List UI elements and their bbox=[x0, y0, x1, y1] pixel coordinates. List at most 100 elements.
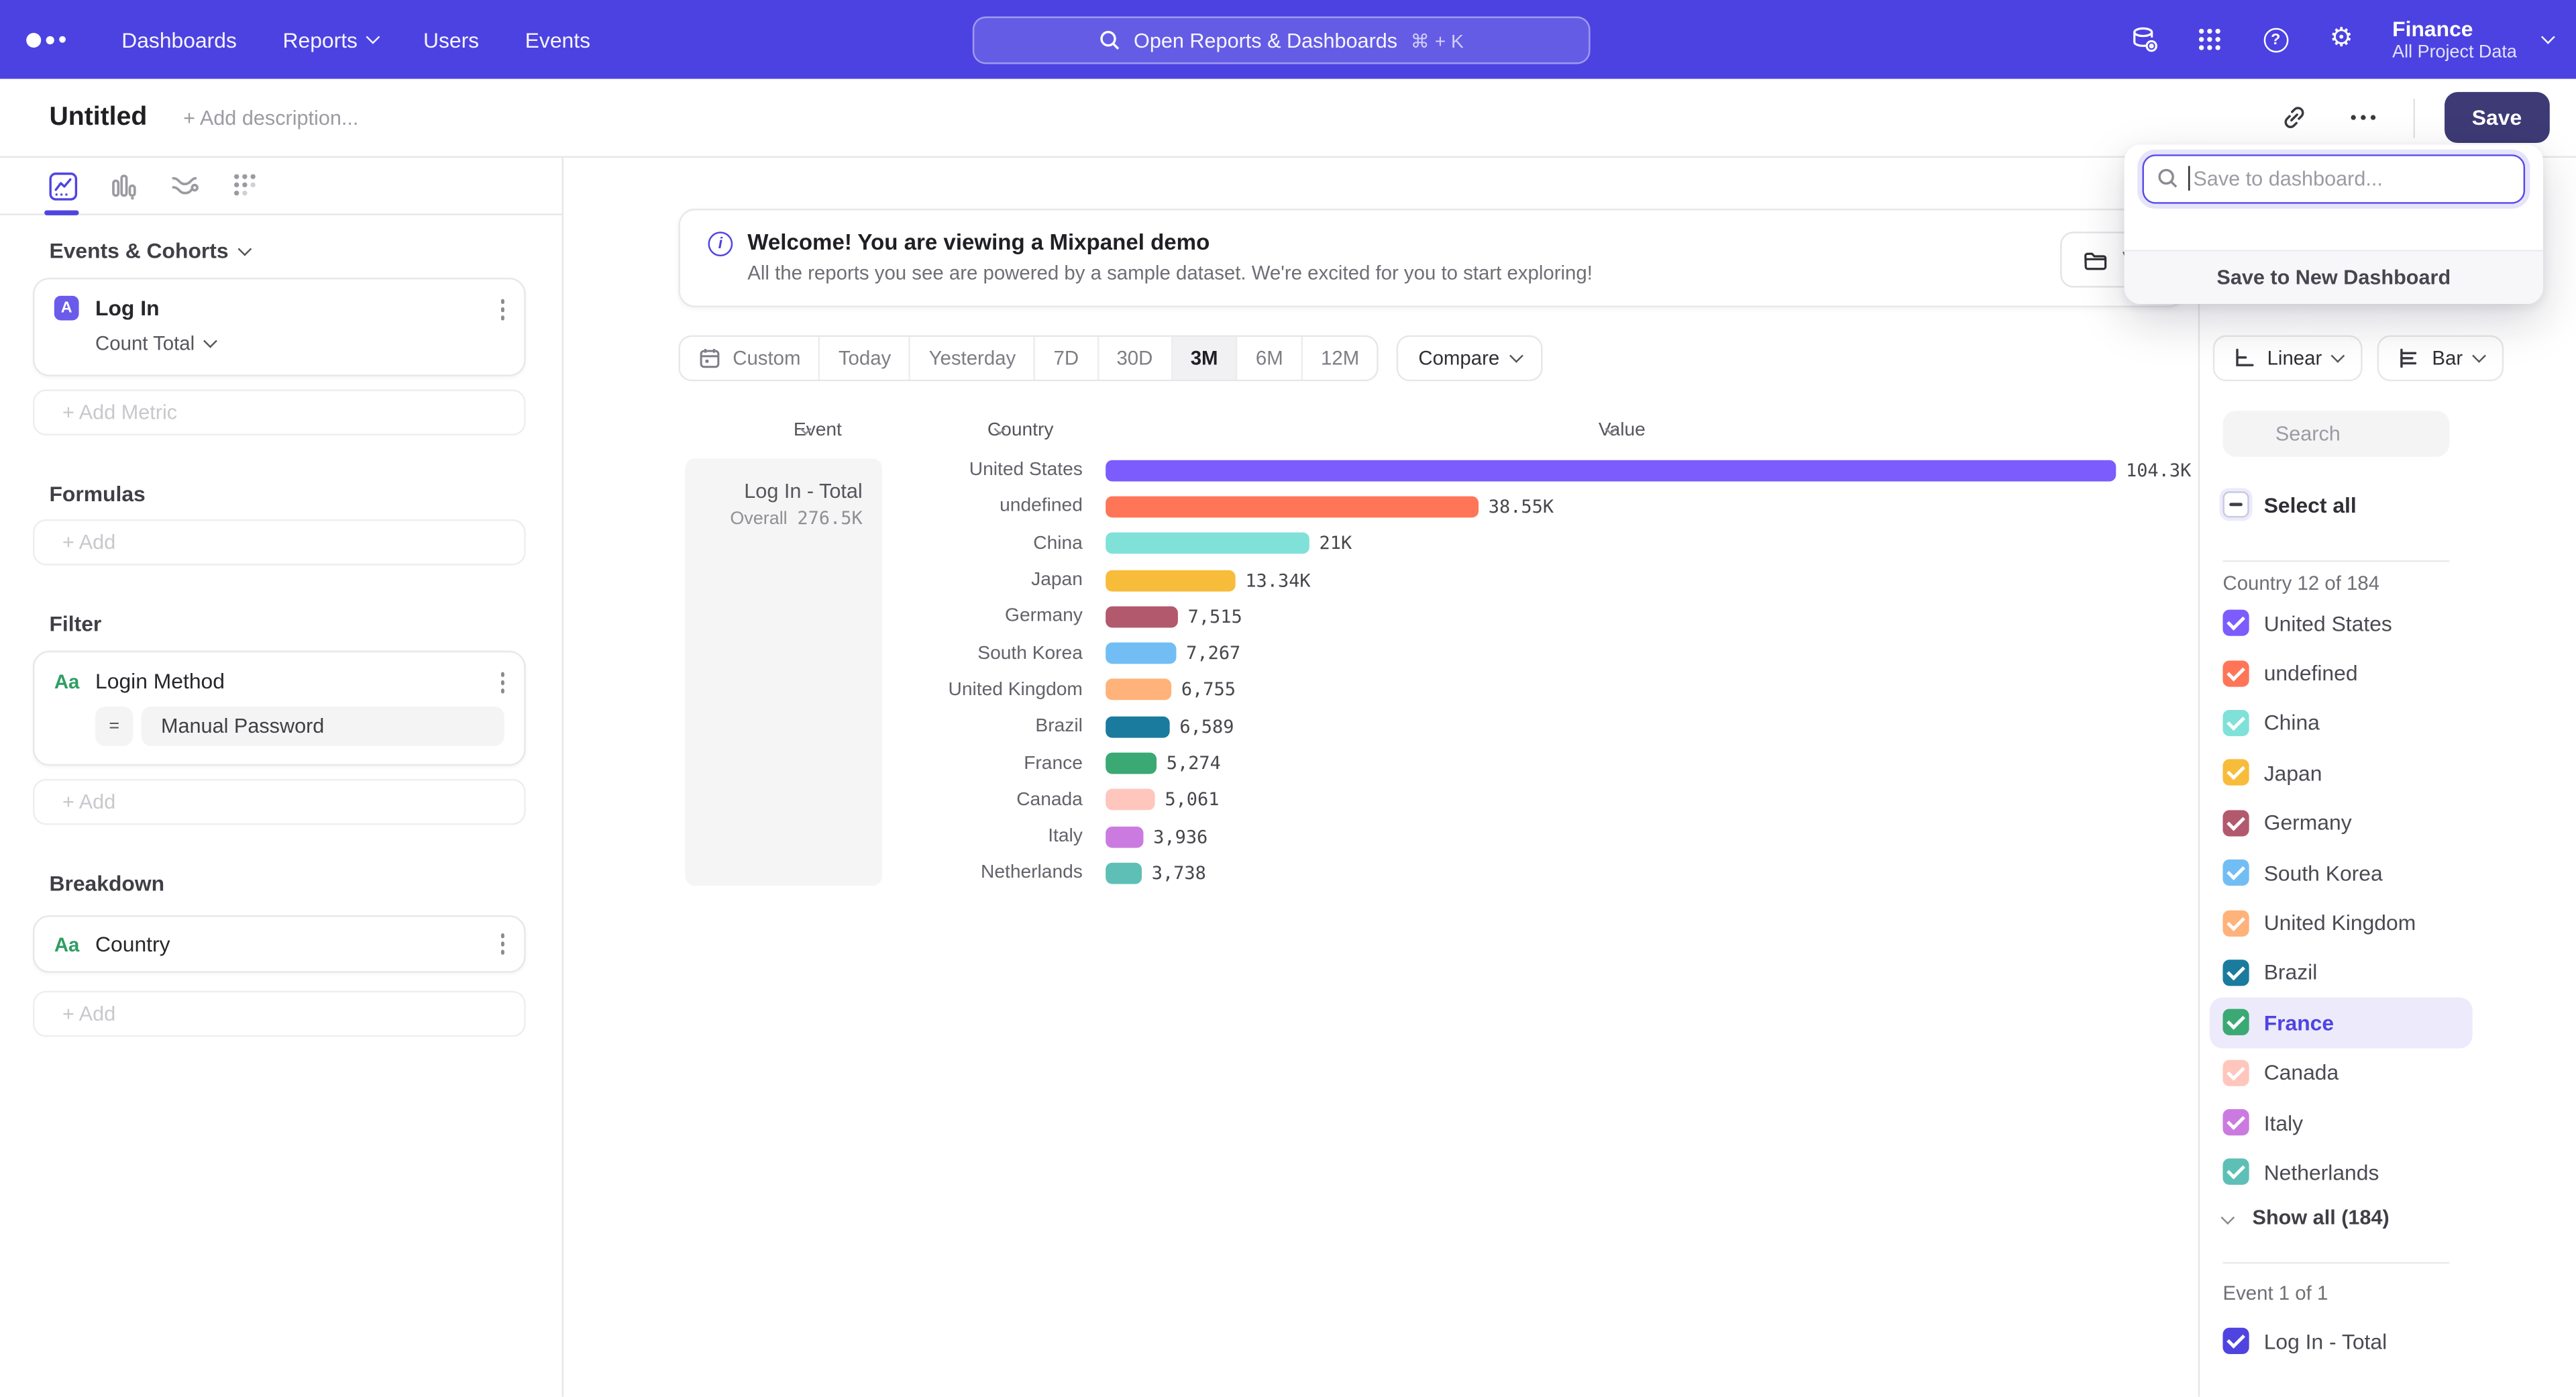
chart-display-controls: Linear Bar bbox=[2200, 335, 2504, 382]
legend-country-south-korea[interactable]: South Korea bbox=[2210, 848, 2473, 898]
metric-kebab-icon[interactable] bbox=[500, 299, 504, 320]
save-dashboard-search-input[interactable] bbox=[2142, 154, 2526, 204]
report-title[interactable]: Untitled bbox=[49, 103, 148, 131]
date-range-12m[interactable]: 12M bbox=[1303, 337, 1377, 380]
date-range-30d[interactable]: 30D bbox=[1099, 337, 1173, 380]
bar-segment[interactable] bbox=[1106, 862, 1142, 884]
add-formula-button[interactable]: + Add bbox=[32, 519, 526, 566]
save-to-new-dashboard-button[interactable]: Save to New Dashboard bbox=[2124, 250, 2544, 305]
date-range-yesterday[interactable]: Yesterday bbox=[911, 337, 1036, 380]
legend-country-japan[interactable]: Japan bbox=[2210, 748, 2473, 798]
filter-card[interactable]: Aa Login Method = Manual Password bbox=[32, 650, 526, 766]
legend-checkbox[interactable] bbox=[2222, 909, 2249, 936]
filter-operator-chip[interactable]: = bbox=[95, 707, 133, 746]
legend-country-italy[interactable]: Italy bbox=[2210, 1098, 2473, 1147]
chevron-down-icon bbox=[2540, 30, 2555, 44]
legend-checkbox[interactable] bbox=[2222, 1009, 2249, 1036]
legend-checkbox[interactable] bbox=[2222, 809, 2249, 836]
event-list-header: Event 1 of 1 bbox=[2222, 1282, 2328, 1305]
apps-grid-icon[interactable] bbox=[2195, 25, 2224, 54]
legend-country-undefined[interactable]: undefined bbox=[2210, 648, 2473, 698]
global-search-button[interactable]: Open Reports & Dashboards ⌘ + K bbox=[972, 16, 1591, 64]
data-management-icon[interactable] bbox=[2129, 25, 2159, 54]
legend-event-log-in---total[interactable]: Log In - Total bbox=[2210, 1316, 2473, 1366]
bar-segment[interactable] bbox=[1106, 752, 1157, 774]
save-button[interactable]: Save bbox=[2444, 92, 2550, 144]
legend-checkbox[interactable] bbox=[2222, 709, 2249, 737]
legend-country-netherlands[interactable]: Netherlands bbox=[2210, 1147, 2473, 1197]
bar-segment[interactable] bbox=[1106, 716, 1170, 737]
legend-country-china[interactable]: China bbox=[2210, 698, 2473, 747]
tab-insights[interactable] bbox=[46, 169, 79, 202]
tab-flows[interactable] bbox=[168, 169, 201, 202]
bar-segment[interactable] bbox=[1106, 825, 1144, 847]
select-all-row[interactable]: Select all bbox=[2222, 491, 2357, 518]
legend-checkbox[interactable] bbox=[2222, 1109, 2249, 1136]
chart-row-brazil: Brazil 6,589 bbox=[564, 709, 2198, 745]
nav-item-reports[interactable]: Reports bbox=[282, 27, 380, 52]
project-switcher[interactable]: Finance All Project Data bbox=[2392, 17, 2555, 62]
filter-property-name[interactable]: Login Method bbox=[95, 668, 225, 694]
bar-segment[interactable] bbox=[1106, 459, 2116, 481]
date-range-6m[interactable]: 6M bbox=[1238, 337, 1303, 380]
breakdown-kebab-icon[interactable] bbox=[500, 933, 504, 954]
legend-country-brazil[interactable]: Brazil bbox=[2210, 947, 2473, 997]
filter-value-chip[interactable]: Manual Password bbox=[141, 707, 504, 746]
metric-event-name[interactable]: Log In bbox=[95, 295, 160, 321]
legend-checkbox[interactable] bbox=[2222, 760, 2249, 786]
date-range-3m[interactable]: 3M bbox=[1172, 337, 1238, 380]
date-range-7d[interactable]: 7D bbox=[1036, 337, 1099, 380]
show-all-button[interactable]: Show all (184) bbox=[2220, 1206, 2390, 1229]
legend-checkbox[interactable] bbox=[2222, 610, 2249, 637]
legend-country-france[interactable]: France bbox=[2209, 997, 2473, 1048]
copy-link-icon[interactable] bbox=[2275, 98, 2314, 138]
bar-segment[interactable] bbox=[1106, 533, 1309, 554]
add-filter-button[interactable]: + Add bbox=[32, 778, 526, 825]
legend-checkbox[interactable] bbox=[2222, 660, 2249, 686]
tab-funnels[interactable] bbox=[107, 169, 140, 202]
help-icon[interactable]: ? bbox=[2261, 25, 2290, 54]
bar-segment[interactable] bbox=[1106, 496, 1479, 518]
breakdown-property-name[interactable]: Country bbox=[95, 931, 170, 957]
select-all-checkbox[interactable] bbox=[2222, 491, 2249, 518]
bar-segment[interactable] bbox=[1106, 679, 1172, 701]
legend-checkbox[interactable] bbox=[2222, 1159, 2249, 1186]
add-metric-button[interactable]: + Add Metric bbox=[32, 389, 526, 435]
date-range-today[interactable]: Today bbox=[820, 337, 911, 380]
legend-checkbox[interactable] bbox=[2222, 1328, 2249, 1355]
report-description-placeholder[interactable]: + Add description... bbox=[183, 105, 359, 130]
legend-checkbox[interactable] bbox=[2222, 860, 2249, 886]
legend-checkbox[interactable] bbox=[2222, 1059, 2249, 1086]
legend-country-united-kingdom[interactable]: United Kingdom bbox=[2210, 898, 2473, 947]
tab-retention[interactable] bbox=[228, 169, 261, 202]
legend-country-united-states[interactable]: United States bbox=[2210, 598, 2473, 648]
legend-country-canada[interactable]: Canada bbox=[2210, 1047, 2473, 1097]
compare-button[interactable]: Compare bbox=[1397, 335, 1542, 382]
nav-item-label: Reports bbox=[282, 27, 358, 52]
chart-type-selector-button[interactable]: Bar bbox=[2377, 335, 2504, 382]
nav-item-users[interactable]: Users bbox=[423, 27, 479, 52]
breakdown-card[interactable]: Aa Country bbox=[32, 915, 526, 973]
legend-label: Germany bbox=[2263, 810, 2352, 835]
legend-checkbox[interactable] bbox=[2222, 960, 2249, 986]
bar-segment[interactable] bbox=[1106, 606, 1178, 628]
nav-item-events[interactable]: Events bbox=[525, 27, 590, 52]
mixpanel-logo-icon[interactable] bbox=[26, 32, 66, 47]
metric-aggregation-selector[interactable]: Count Total bbox=[95, 332, 524, 355]
scale-selector-button[interactable]: Linear bbox=[2212, 335, 2363, 382]
bar-segment[interactable] bbox=[1106, 569, 1236, 591]
events-section-label[interactable]: Events & Cohorts bbox=[49, 238, 561, 263]
legend-search-input[interactable] bbox=[2222, 411, 2450, 457]
settings-gear-icon[interactable]: ⚙ bbox=[2329, 24, 2353, 53]
add-breakdown-button[interactable]: + Add bbox=[32, 990, 526, 1037]
nav-item-dashboards[interactable]: Dashboards bbox=[121, 27, 237, 52]
bar-segment[interactable] bbox=[1106, 789, 1155, 811]
date-range-custom[interactable]: Custom bbox=[680, 337, 820, 380]
more-options-icon[interactable] bbox=[2344, 98, 2383, 138]
filter-kebab-icon[interactable] bbox=[500, 672, 504, 693]
date-range-label: Yesterday bbox=[928, 346, 1016, 370]
metric-card[interactable]: A Log In Count Total bbox=[32, 277, 526, 376]
legend-country-germany[interactable]: Germany bbox=[2210, 798, 2473, 847]
legend-label: France bbox=[2263, 1010, 2334, 1035]
bar-segment[interactable] bbox=[1106, 642, 1177, 664]
